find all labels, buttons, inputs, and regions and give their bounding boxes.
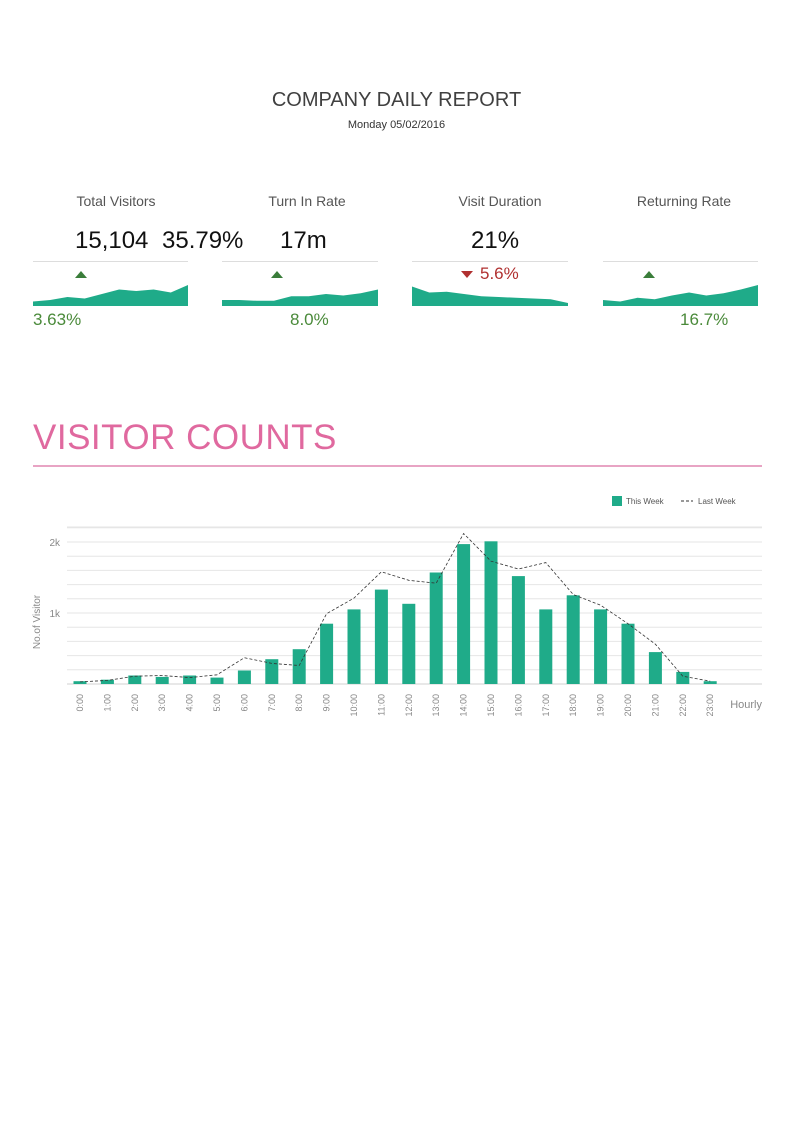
bar <box>594 609 608 684</box>
x-tick-label: 6:00 <box>239 694 249 712</box>
bar <box>621 623 635 684</box>
x-tick-label: 12:00 <box>404 694 414 717</box>
x-tick-label: 1:00 <box>102 694 112 712</box>
sparkline-returning-rate <box>603 285 758 306</box>
x-tick-label: 0:00 <box>75 694 85 712</box>
sparkline-total-visitors <box>33 285 188 306</box>
x-tick-label: 18:00 <box>568 694 578 717</box>
kpi-change-turn-in-rate: 8.0% <box>290 310 329 329</box>
x-tick-label: 17:00 <box>541 694 551 717</box>
kpi-divider <box>603 261 758 262</box>
bar <box>73 681 87 684</box>
x-tick-label: 22:00 <box>678 694 688 717</box>
trend-up-icon <box>271 271 283 278</box>
bar <box>566 595 580 684</box>
bar <box>320 623 334 684</box>
x-tick-label: 10:00 <box>349 694 359 717</box>
x-tick-label: 20:00 <box>623 694 633 717</box>
bar <box>676 671 690 684</box>
bar <box>210 677 224 684</box>
bar <box>292 649 306 684</box>
x-tick-label: 4:00 <box>185 694 195 712</box>
legend-label: This Week <box>626 497 665 506</box>
bar <box>183 675 197 684</box>
bar <box>511 576 525 684</box>
report-title: COMPANY DAILY REPORT <box>271 89 522 111</box>
kpi-change-returning-rate: 16.7% <box>680 310 729 329</box>
visitor-counts-chart: 1k 2k No.of Visitor 0:00 1:00 2:00 3:00 4:00 5:0… <box>32 496 762 717</box>
x-tick-label: 13:00 <box>431 694 441 717</box>
kpi-change-total-visitors: 3.63% <box>33 310 82 329</box>
bar <box>457 544 471 684</box>
bar <box>265 659 279 684</box>
bar <box>100 679 114 684</box>
bar <box>648 652 662 684</box>
x-tick-label: 21:00 <box>650 694 660 717</box>
kpi-value-turn-in-rate: 35.79% <box>162 227 244 254</box>
trend-up-icon <box>643 271 655 278</box>
trend-up-icon <box>75 271 87 278</box>
kpi-value-returning-rate: 21% <box>471 227 520 254</box>
line-series <box>79 532 711 683</box>
kpi-label-total-visitors: Total Visitors <box>76 193 156 209</box>
x-axis-label: Hourly <box>730 699 762 711</box>
bar <box>237 670 251 684</box>
kpi-value-visit-duration: 17m <box>280 227 327 254</box>
bar <box>402 603 416 684</box>
sparkline-turn-in-rate <box>222 289 378 306</box>
trend-down-icon <box>461 271 473 278</box>
kpi-label-returning-rate: Returning Rate <box>636 193 732 209</box>
x-tick-label: 16:00 <box>513 694 523 717</box>
bar <box>484 541 498 684</box>
x-tick-label: 3:00 <box>157 694 167 712</box>
legend-label: Last Week <box>698 497 737 506</box>
kpi-label-visit-duration: Visit Duration <box>458 193 542 209</box>
section-divider <box>33 465 762 467</box>
sparkline-visit-duration <box>412 286 568 306</box>
kpi-divider <box>412 261 568 262</box>
legend-swatch-bar <box>612 496 622 506</box>
x-tick-label: 7:00 <box>267 694 277 712</box>
x-tick-label: 19:00 <box>596 694 606 717</box>
bar <box>155 676 169 684</box>
kpi-divider <box>33 261 188 262</box>
bar <box>703 681 717 684</box>
x-tick-label: 8:00 <box>294 694 304 712</box>
kpi-change-visit-duration: 5.6% <box>480 264 519 283</box>
y-tick-label: 1k <box>49 609 61 620</box>
kpi-label-turn-in-rate: Turn In Rate <box>268 193 346 209</box>
bar <box>128 675 142 684</box>
x-tick-label: 23:00 <box>705 694 715 717</box>
report-date: Monday 05/02/2016 <box>347 119 446 131</box>
x-tick-label: 11:00 <box>376 694 386 716</box>
section-title: VISITOR COUNTS <box>33 418 337 457</box>
y-tick-label: 2k <box>49 538 61 549</box>
x-tick-label: 2:00 <box>130 694 140 712</box>
x-tick-label: 14:00 <box>459 694 469 717</box>
bar <box>374 589 388 684</box>
bar <box>539 609 553 684</box>
x-tick-label: 9:00 <box>322 694 332 712</box>
y-axis-label: No.of Visitor <box>32 594 43 649</box>
x-tick-label: 5:00 <box>212 694 222 712</box>
bar <box>347 609 361 684</box>
kpi-value-total-visitors: 15,104 <box>75 227 149 254</box>
bar <box>429 572 443 684</box>
x-tick-label: 15:00 <box>486 694 496 717</box>
kpi-divider <box>222 261 378 262</box>
